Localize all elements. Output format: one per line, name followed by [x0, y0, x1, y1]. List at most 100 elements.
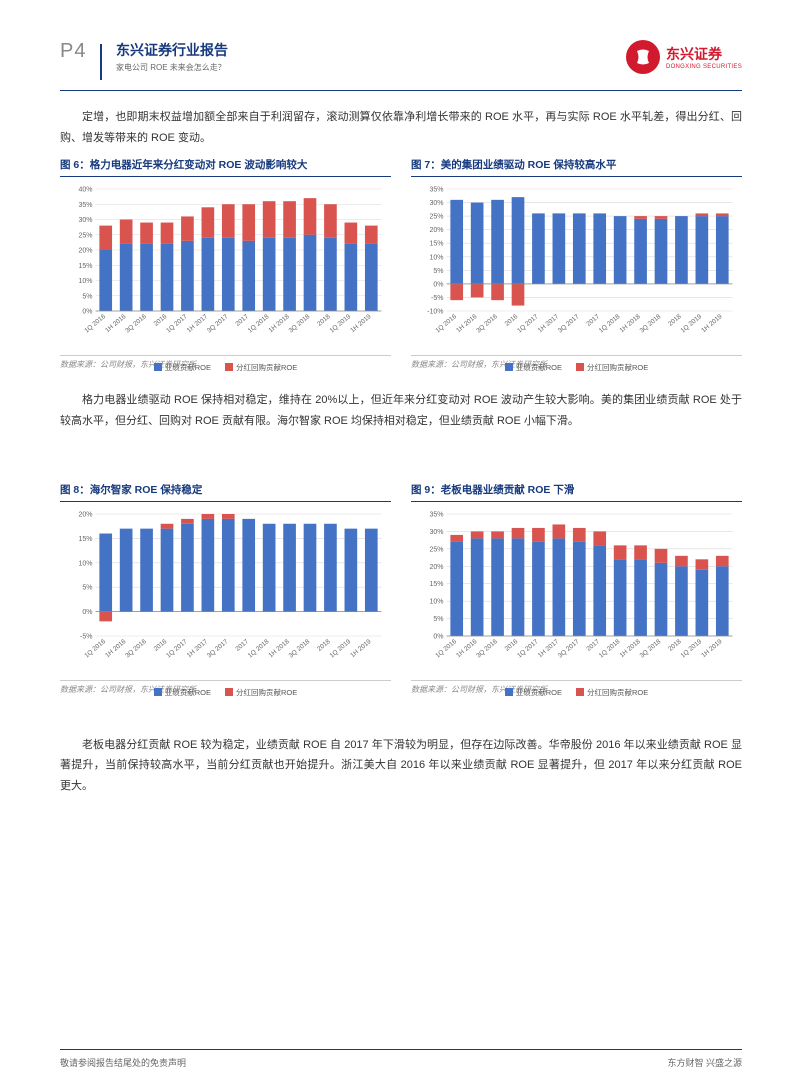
header-left: P4 东兴证券行业报告 家电公司 ROE 未来会怎么走？	[60, 40, 228, 80]
svg-text:3Q 2016: 3Q 2016	[475, 637, 499, 659]
svg-text:2018: 2018	[667, 313, 683, 328]
chart8-title: 图 8：海尔智家 ROE 保持稳定	[60, 482, 391, 502]
svg-text:3Q 2016: 3Q 2016	[124, 637, 148, 659]
svg-text:1Q 2017: 1Q 2017	[165, 313, 189, 335]
svg-text:1H 2018: 1H 2018	[619, 637, 643, 658]
svg-text:1H 2017: 1H 2017	[537, 637, 561, 658]
svg-text:1Q 2016: 1Q 2016	[83, 313, 107, 335]
chart7-plot: -10%-5%0%5%10%15%20%25%30%35%1Q 20161H 2…	[411, 183, 742, 353]
report-title: 东兴证券行业报告	[116, 40, 228, 60]
svg-text:30%: 30%	[78, 217, 92, 224]
chart-svg: -5%0%5%10%15%20%1Q 20161H 20163Q 2016201…	[60, 508, 391, 678]
svg-text:1H 2019: 1H 2019	[349, 637, 373, 658]
svg-text:1Q 2016: 1Q 2016	[434, 637, 458, 659]
svg-text:20%: 20%	[78, 247, 92, 254]
svg-text:10%: 10%	[78, 278, 92, 285]
svg-text:2018: 2018	[667, 637, 683, 652]
svg-text:20%: 20%	[429, 563, 443, 570]
svg-text:0%: 0%	[433, 633, 443, 640]
page-header: P4 东兴证券行业报告 家电公司 ROE 未来会怎么走？ 东兴证券 DONGXI…	[60, 40, 742, 91]
svg-text:2018: 2018	[316, 637, 332, 652]
svg-text:20%: 20%	[429, 227, 443, 234]
page: P4 东兴证券行业报告 家电公司 ROE 未来会怎么走？ 东兴证券 DONGXI…	[0, 0, 802, 1087]
svg-text:2016: 2016	[153, 637, 169, 652]
svg-text:1Q 2016: 1Q 2016	[434, 313, 458, 335]
svg-text:10%: 10%	[429, 254, 443, 261]
chart9-plot: 0%5%10%15%20%25%30%35%1Q 20161H 20163Q 2…	[411, 508, 742, 678]
svg-text:-5%: -5%	[80, 633, 92, 640]
svg-text:15%: 15%	[429, 241, 443, 248]
title-block: 东兴证券行业报告 家电公司 ROE 未来会怎么走？	[116, 40, 228, 73]
svg-text:1H 2018: 1H 2018	[619, 313, 643, 334]
svg-text:0%: 0%	[82, 308, 92, 315]
svg-text:30%: 30%	[429, 200, 443, 207]
chart6-title: 图 6：格力电器近年来分红变动对 ROE 波动影响较大	[60, 157, 391, 177]
footer-tagline: 东方财智 兴盛之源	[667, 1056, 742, 1069]
chart-legend: 业绩贡献ROE 分红回购贡献ROE	[60, 362, 391, 373]
svg-text:1Q 2016: 1Q 2016	[83, 637, 107, 659]
svg-text:10%: 10%	[78, 560, 92, 567]
svg-text:5%: 5%	[82, 584, 92, 591]
svg-text:0%: 0%	[433, 281, 443, 288]
page-footer: 敬请参阅报告结尾处的免责声明 东方财智 兴盛之源	[60, 1049, 742, 1069]
svg-text:15%: 15%	[78, 263, 92, 270]
svg-text:1Q 2019: 1Q 2019	[329, 637, 353, 659]
svg-text:3Q 2017: 3Q 2017	[557, 637, 581, 659]
company-logo: 东兴证券 DONGXING SECURITIES	[626, 40, 742, 74]
svg-text:1H 2016: 1H 2016	[104, 313, 128, 334]
logo-icon	[626, 40, 660, 74]
chart8-plot: -5%0%5%10%15%20%1Q 20161H 20163Q 2016201…	[60, 508, 391, 678]
svg-text:1H 2019: 1H 2019	[349, 313, 373, 334]
svg-text:35%: 35%	[78, 202, 92, 209]
svg-text:1Q 2017: 1Q 2017	[165, 637, 189, 659]
footer-disclaimer: 敬请参阅报告结尾处的免责声明	[60, 1056, 186, 1069]
svg-text:30%: 30%	[429, 528, 443, 535]
svg-text:2017: 2017	[585, 313, 601, 328]
svg-text:1H 2016: 1H 2016	[104, 637, 128, 658]
report-subtitle: 家电公司 ROE 未来会怎么走？	[116, 62, 228, 73]
svg-text:1H 2017: 1H 2017	[537, 313, 561, 334]
svg-text:1H 2019: 1H 2019	[700, 637, 724, 658]
svg-text:25%: 25%	[429, 213, 443, 220]
svg-text:35%: 35%	[429, 511, 443, 518]
paragraph-2: 格力电器业绩驱动 ROE 保持相对稳定，维持在 20%以上，但近年来分红变动对 …	[60, 390, 742, 432]
svg-text:10%: 10%	[429, 598, 443, 605]
svg-text:2017: 2017	[585, 637, 601, 652]
chart-svg: 0%5%10%15%20%25%30%35%1Q 20161H 20163Q 2…	[411, 508, 742, 678]
chart-legend: 业绩贡献ROE 分红回购贡献ROE	[60, 687, 391, 698]
svg-text:2016: 2016	[153, 313, 169, 328]
chart-legend: 业绩贡献ROE 分红回购贡献ROE	[411, 362, 742, 373]
svg-text:2016: 2016	[504, 637, 520, 652]
svg-text:20%: 20%	[78, 511, 92, 518]
chart9-title: 图 9：老板电器业绩贡献 ROE 下滑	[411, 482, 742, 502]
svg-text:2017: 2017	[234, 637, 250, 652]
svg-text:1Q 2018: 1Q 2018	[247, 313, 271, 335]
svg-text:1Q 2017: 1Q 2017	[516, 313, 540, 335]
svg-text:3Q 2018: 3Q 2018	[639, 637, 663, 659]
svg-text:2017: 2017	[234, 313, 250, 328]
svg-text:25%: 25%	[429, 546, 443, 553]
company-name-cn: 东兴证券	[666, 44, 742, 64]
paragraph-3: 老板电器分红贡献 ROE 较为稳定，业绩贡献 ROE 自 2017 年下滑较为明…	[60, 735, 742, 798]
svg-text:1H 2016: 1H 2016	[455, 637, 479, 658]
chart9-col: 图 9：老板电器业绩贡献 ROE 下滑 0%5%10%15%20%25%30%3…	[411, 482, 742, 695]
chart6-col: 图 6：格力电器近年来分红变动对 ROE 波动影响较大 0%5%10%15%20…	[60, 157, 391, 370]
svg-text:1Q 2017: 1Q 2017	[516, 637, 540, 659]
svg-text:1H 2018: 1H 2018	[268, 313, 292, 334]
chart7-col: 图 7：美的集团业绩驱动 ROE 保持较高水平 -10%-5%0%5%10%15…	[411, 157, 742, 370]
svg-text:3Q 2018: 3Q 2018	[288, 313, 312, 335]
logo-text: 东兴证券 DONGXING SECURITIES	[666, 44, 742, 70]
svg-text:40%: 40%	[78, 186, 92, 193]
svg-text:1H 2018: 1H 2018	[268, 637, 292, 658]
svg-text:3Q 2018: 3Q 2018	[639, 313, 663, 335]
svg-text:1Q 2018: 1Q 2018	[598, 313, 622, 335]
chart-svg: 0%5%10%15%20%25%30%35%40%1Q 20161H 20163…	[60, 183, 391, 353]
svg-text:15%: 15%	[429, 581, 443, 588]
svg-text:-10%: -10%	[427, 308, 443, 315]
page-number: P4	[60, 40, 86, 63]
svg-text:2018: 2018	[316, 313, 332, 328]
svg-text:3Q 2017: 3Q 2017	[206, 313, 230, 335]
chart8-col: 图 8：海尔智家 ROE 保持稳定 -5%0%5%10%15%20%1Q 201…	[60, 482, 391, 695]
chart7-title: 图 7：美的集团业绩驱动 ROE 保持较高水平	[411, 157, 742, 177]
paragraph-1: 定增，也即期末权益增加额全部来自于利润留存，滚动测算仅依靠净利增长带来的 ROE…	[60, 107, 742, 149]
